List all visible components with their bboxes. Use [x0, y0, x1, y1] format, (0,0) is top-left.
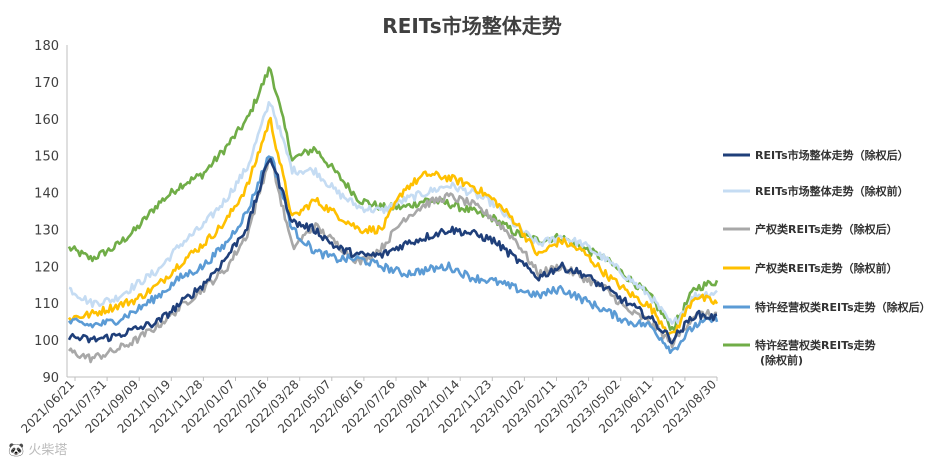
y-tick-label: 120	[34, 260, 59, 275]
legend-label: 特许经营权类REITs走势（除权后）	[755, 300, 931, 314]
series-line	[67, 155, 719, 355]
series-lines	[67, 66, 719, 364]
y-tick-label: 140	[34, 187, 59, 202]
y-tick-label: 110	[34, 297, 59, 312]
y-tick-label: 90	[42, 371, 59, 386]
legend: REITs市场整体走势（除权后） REITs市场整体走势（除权前） 产权类REITs…	[723, 148, 931, 367]
series-line	[67, 155, 718, 364]
y-tick-label: 180	[34, 39, 59, 54]
legend-label: REITs市场整体走势（除权前）	[755, 184, 909, 198]
y-tick-label: 150	[34, 150, 59, 165]
legend-label: (除权前)	[760, 353, 803, 367]
legend-label: 产权类REITs走势（除权后）	[755, 222, 898, 236]
y-tick-label: 130	[34, 223, 59, 238]
y-tick-label: 160	[34, 113, 59, 128]
series-line	[67, 116, 719, 336]
y-tick-label: 170	[34, 76, 59, 91]
series-line	[67, 157, 718, 345]
chart-title: REITs市场整体走势	[382, 14, 561, 38]
watermark: 🐼 火柴塔	[8, 442, 67, 458]
legend-label: REITs市场整体走势（除权后）	[755, 148, 909, 162]
legend-label: 产权类REITs走势（除权前）	[755, 261, 898, 275]
y-tick-label: 100	[34, 334, 59, 349]
legend-label: 特许经营权类REITs走势	[755, 338, 876, 352]
